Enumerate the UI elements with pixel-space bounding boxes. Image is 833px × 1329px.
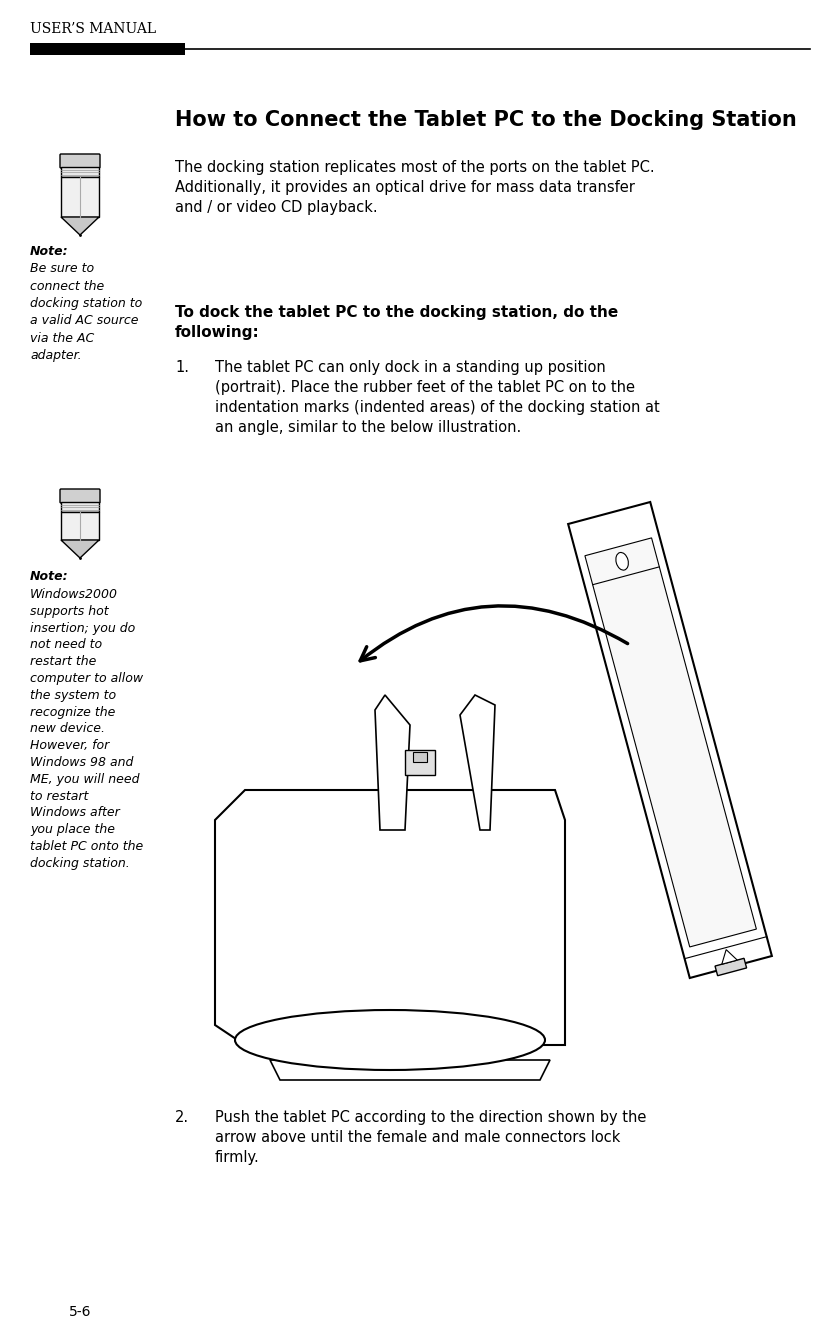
Polygon shape [405, 750, 435, 775]
Text: arrow above until the female and male connectors lock: arrow above until the female and male co… [215, 1130, 621, 1146]
Text: following:: following: [175, 326, 260, 340]
Text: an angle, similar to the below illustration.: an angle, similar to the below illustrat… [215, 420, 521, 435]
Text: (portrait). Place the rubber feet of the tablet PC on to the: (portrait). Place the rubber feet of the… [215, 380, 635, 395]
Text: To dock the tablet PC to the docking station, do the: To dock the tablet PC to the docking sta… [175, 304, 618, 320]
Polygon shape [715, 958, 746, 975]
Text: The docking station replicates most of the ports on the tablet PC.: The docking station replicates most of t… [175, 159, 655, 175]
Polygon shape [270, 1061, 550, 1080]
Text: The tablet PC can only dock in a standing up position: The tablet PC can only dock in a standin… [215, 360, 606, 375]
Polygon shape [61, 540, 99, 558]
Bar [61, 177, 99, 217]
Polygon shape [585, 538, 756, 948]
Ellipse shape [616, 553, 628, 570]
Text: USER’S MANUAL: USER’S MANUAL [30, 23, 156, 36]
FancyBboxPatch shape [60, 489, 100, 502]
Text: Windows2000
supports hot
insertion; you do
not need to
restart the
computer to a: Windows2000 supports hot insertion; you … [30, 587, 143, 869]
Text: 5-6: 5-6 [69, 1305, 92, 1318]
FancyBboxPatch shape [60, 154, 100, 167]
Text: 2.: 2. [175, 1110, 189, 1126]
Bar [61, 502, 99, 512]
Polygon shape [460, 695, 495, 831]
Bar [61, 167, 99, 177]
Text: Additionally, it provides an optical drive for mass data transfer: Additionally, it provides an optical dri… [175, 179, 635, 195]
FancyArrowPatch shape [360, 606, 627, 661]
Text: firmly.: firmly. [215, 1150, 260, 1166]
Polygon shape [722, 950, 737, 965]
Text: How to Connect the Tablet PC to the Docking Station: How to Connect the Tablet PC to the Dock… [175, 110, 796, 130]
Bar [61, 512, 99, 540]
Text: and / or video CD playback.: and / or video CD playback. [175, 199, 377, 215]
Polygon shape [215, 789, 565, 1045]
Text: Note:: Note: [30, 245, 68, 258]
Text: 1.: 1. [175, 360, 189, 375]
Polygon shape [61, 217, 99, 235]
Bar [30, 43, 185, 54]
Ellipse shape [235, 1010, 545, 1070]
Text: Be sure to
connect the
docking station to
a valid AC source
via the AC
adapter.: Be sure to connect the docking station t… [30, 262, 142, 363]
Polygon shape [568, 502, 772, 978]
Text: indentation marks (indented areas) of the docking station at: indentation marks (indented areas) of th… [215, 400, 660, 415]
Text: Note:: Note: [30, 570, 68, 583]
Text: Push the tablet PC according to the direction shown by the: Push the tablet PC according to the dire… [215, 1110, 646, 1126]
Polygon shape [375, 695, 410, 831]
Bar [413, 752, 427, 762]
